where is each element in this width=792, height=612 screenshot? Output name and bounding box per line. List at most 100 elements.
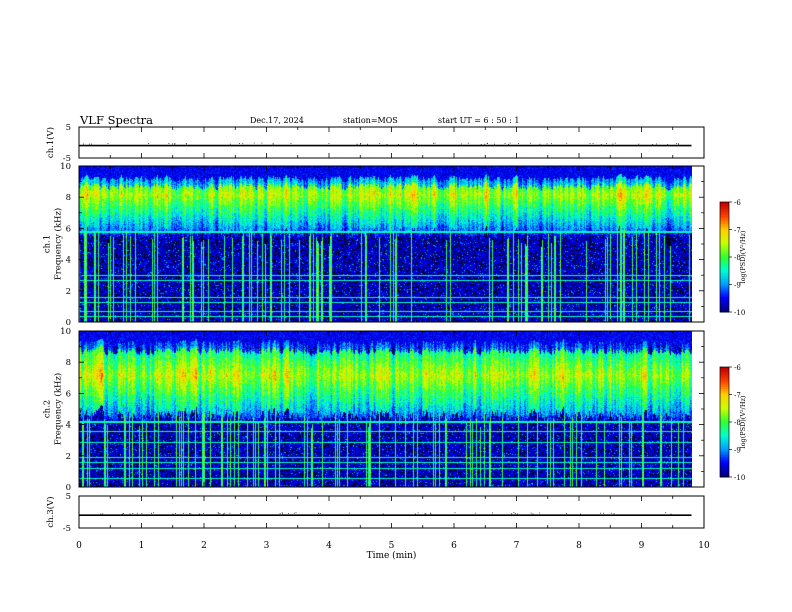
waveform-dot: [136, 512, 138, 514]
waveform-dot: [293, 512, 295, 514]
waveform-dot: [415, 143, 417, 145]
colorbar-segment: [720, 460, 729, 463]
waveform-dot: [290, 143, 292, 145]
start-time-label: start UT = 6 : 50 : 1: [438, 116, 520, 125]
waveform-dot: [122, 513, 124, 515]
colorbar-segment: [720, 280, 729, 284]
waveform-dot: [504, 143, 506, 144]
colorbar-segment: [720, 213, 729, 216]
colorbar-segment: [720, 271, 729, 274]
waveform-dot: [425, 513, 427, 515]
waveform-dot: [148, 142, 150, 144]
colorbar-segment: [720, 264, 729, 267]
waveform-dot: [386, 144, 388, 145]
waveform-dot: [281, 512, 283, 514]
y-tick-label: 6: [66, 224, 71, 234]
waveform-dot: [318, 512, 320, 514]
colorbar-segment: [720, 288, 729, 291]
waveform-dot: [513, 512, 515, 514]
x-tick-label: 5: [389, 541, 395, 551]
colorbar-segment: [720, 411, 729, 414]
waveform-dot: [538, 512, 540, 514]
y-axis-label-line: ch.3(V): [45, 496, 56, 527]
y-axis-label-line: ch.1(V): [45, 127, 56, 158]
waveform-dot: [516, 513, 518, 515]
colorbar-segment: [720, 275, 729, 278]
waveform-dot: [430, 513, 432, 515]
waveform-dot: [605, 143, 607, 144]
waveform-dot: [509, 142, 511, 144]
waveform-dot: [518, 143, 519, 144]
colorbar-segment: [720, 202, 729, 205]
waveform-dot: [379, 143, 381, 144]
colorbar-segment: [720, 379, 729, 383]
colorbar-tick-label: -9: [734, 282, 741, 290]
colorbar-tick-label: -10: [734, 474, 745, 482]
colorbar-segment: [720, 227, 729, 230]
colorbar-segment: [720, 398, 729, 401]
waveform-dot: [454, 512, 456, 514]
colorbar: -6 -7 -8 -9 -10 log(PSD)(V²/Hz): [719, 199, 747, 317]
waveform-dot: [614, 142, 616, 144]
station-label: station=MOS: [343, 116, 398, 125]
waveform-dot: [360, 142, 362, 144]
colorbar-segment: [720, 279, 729, 282]
colorbar: -6 -7 -8 -9 -10 log(PSD)(V²/Hz): [719, 364, 747, 482]
waveform-dot: [224, 512, 226, 514]
colorbar-segment: [720, 203, 729, 207]
colorbar-segment: [720, 394, 729, 397]
colorbar-segment: [720, 418, 729, 421]
waveform-dot: [288, 512, 290, 514]
colorbar-segment: [720, 403, 729, 406]
y-axis-label-line: Frequency (kHz): [53, 373, 64, 445]
colorbar-segment: [720, 383, 729, 386]
waveform-dot: [600, 144, 602, 145]
colorbar-segment: [720, 431, 729, 434]
waveform-dot: [434, 142, 436, 144]
waveform-dot: [219, 513, 221, 514]
waveform-dot: [417, 512, 419, 514]
waveform-dot: [678, 143, 680, 145]
colorbar-segment: [720, 378, 729, 381]
waveform-dot: [551, 143, 552, 145]
waveform-dot: [539, 143, 541, 145]
waveform-dot: [239, 143, 240, 144]
x-axis-title: Time (min): [367, 550, 417, 561]
x-tick-label: 3: [264, 541, 270, 551]
waveform-dot: [600, 512, 602, 514]
x-axis: 0 1 2 3 4 5 6 7 8 9 10 Time (min): [76, 541, 710, 561]
waveform-dot: [153, 512, 155, 514]
colorbar-segment: [720, 253, 729, 256]
waveform-dot: [494, 143, 495, 145]
colorbar-segment: [720, 297, 729, 300]
waveform-dot: [382, 513, 384, 515]
y-tick-label: 0: [66, 318, 71, 328]
colorbar-segment: [720, 240, 729, 243]
y-axis-label: ch.1 Frequency (kHz): [43, 208, 64, 280]
colorbar-segment: [720, 224, 729, 227]
colorbar-segment: [720, 442, 729, 445]
waveform-dot: [413, 142, 415, 144]
colorbar-segment: [720, 473, 729, 476]
waveform-dot: [546, 143, 548, 145]
waveform-dot: [508, 143, 510, 145]
waveform-dot: [430, 512, 431, 514]
colorbar-segment: [720, 471, 729, 474]
y-tick-label: -5: [63, 524, 71, 534]
waveform-dot: [189, 513, 190, 515]
colorbar-segment: [720, 387, 729, 390]
colorbar-segment: [720, 282, 729, 285]
colorbar-segment: [720, 211, 729, 214]
waveform-dot: [319, 512, 321, 514]
waveform-dot: [272, 143, 274, 145]
waveform-dot: [348, 512, 350, 514]
waveform-dot: [433, 142, 434, 144]
colorbar-segment: [720, 427, 729, 430]
waveform-dot: [185, 143, 187, 145]
waveform-dot: [532, 513, 534, 515]
waveform-dot: [281, 513, 283, 515]
waveform-dot: [174, 513, 176, 514]
y-axis-label: ch.2 Frequency (kHz): [43, 373, 64, 445]
waveform-dot: [89, 143, 90, 145]
colorbar-segment: [720, 451, 729, 454]
